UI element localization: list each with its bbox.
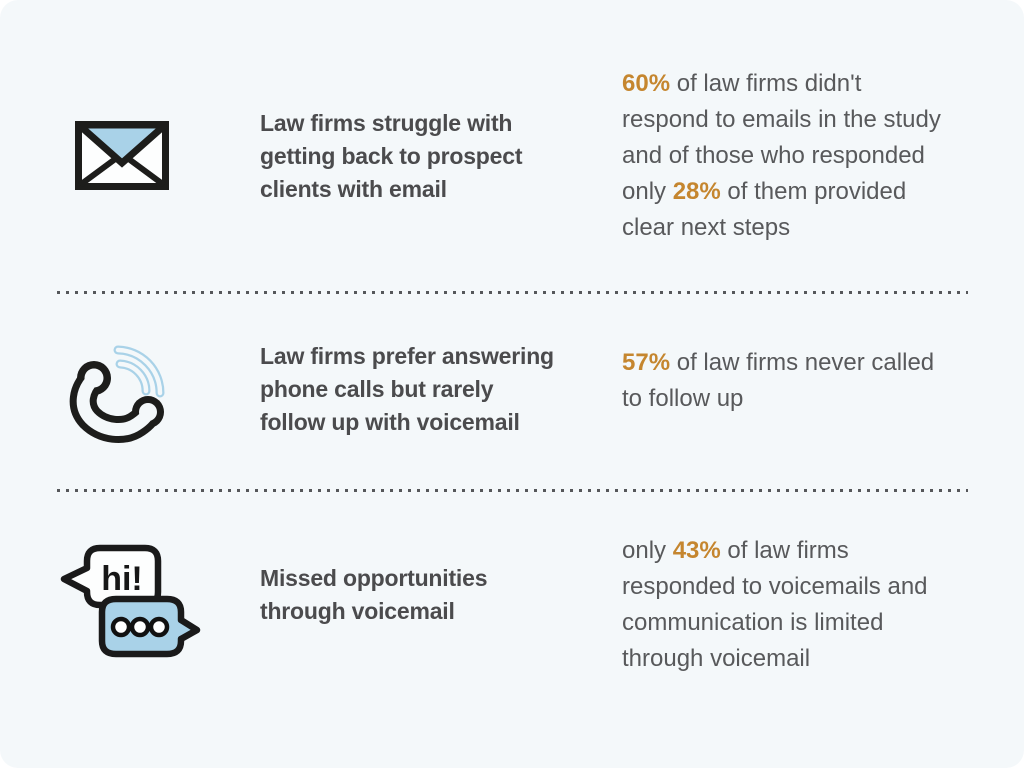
fact-text: only [622,537,673,564]
row-voicemail-heading: Missed opportunities through voicemail [260,565,488,624]
fact-text: of law firms responded to voicemails and… [622,537,928,672]
envelope-icon [75,121,169,190]
row-phone-fact: 57% of law firms never called to follow … [622,345,1022,417]
dotted-divider [57,489,968,492]
row-voicemail-fact: only 43% of law firms responded to voice… [622,533,1022,677]
row-email-fact: 60% of law firms didn't respond to email… [622,66,1022,246]
dotted-divider [57,291,968,294]
fact-text: of them provided clear next steps [622,178,907,241]
stat-highlight: 43% [672,537,721,564]
speech-bubbles-icon: hi! [57,542,205,660]
row-phone-heading: Law firms prefer answering phone calls b… [260,343,554,435]
fact-text: of law firms didn't respond to emails in… [622,70,941,205]
stat-highlight: 60% [622,70,671,97]
row-email-heading: Law firms struggle with getting back to … [260,110,523,202]
stat-highlight: 28% [672,178,721,205]
phone-icon [68,344,180,456]
stat-highlight: 57% [622,349,671,376]
speech-bubble-hi-text: hi! [101,560,143,598]
fact-text: of law firms never called to follow up [622,349,935,412]
